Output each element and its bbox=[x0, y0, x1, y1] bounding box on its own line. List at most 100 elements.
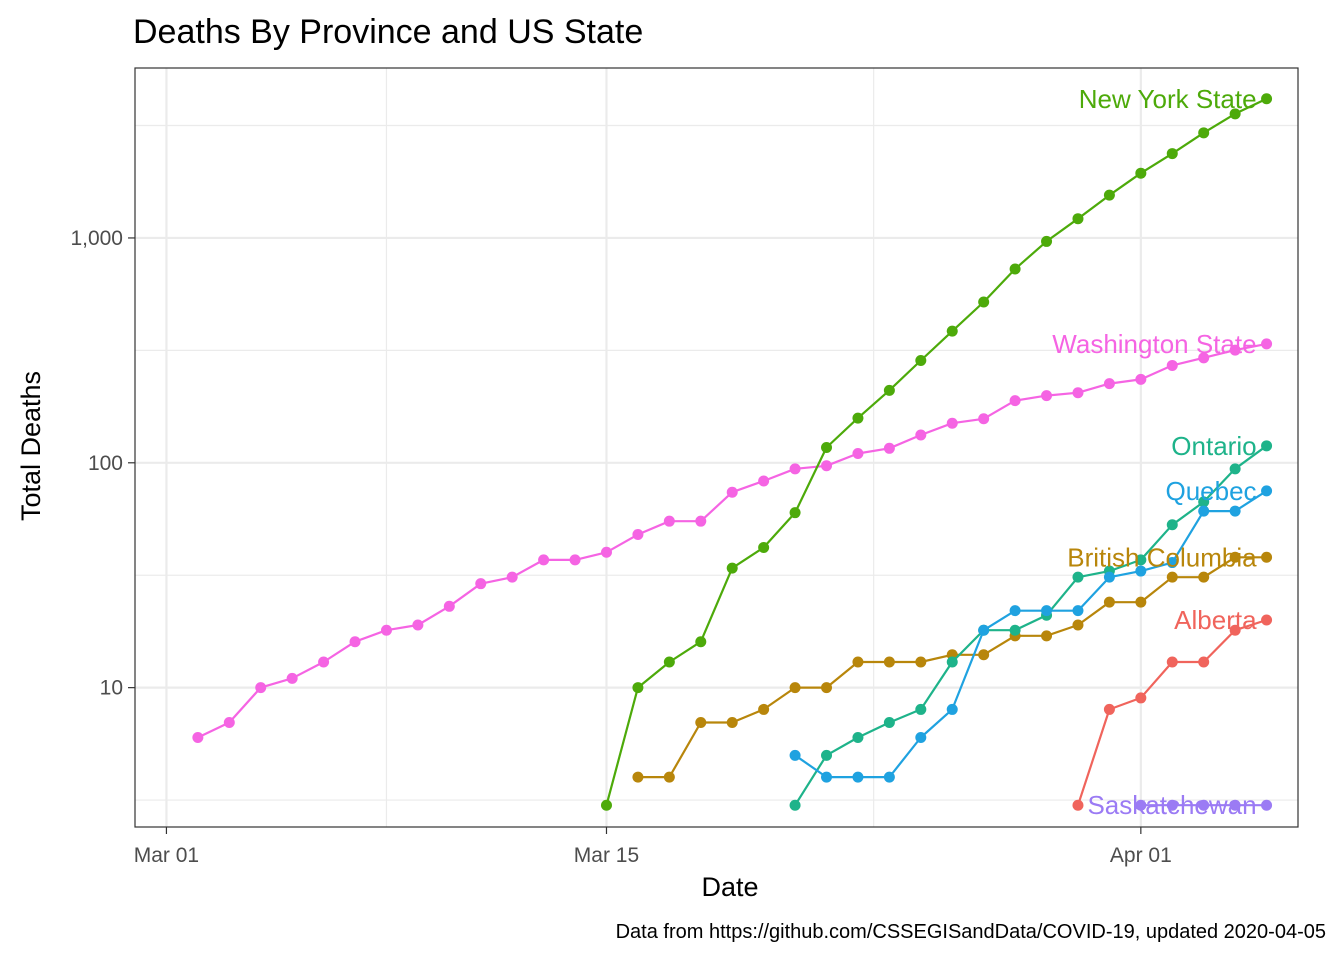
data-point bbox=[726, 486, 738, 498]
series-alberta bbox=[1072, 614, 1273, 811]
caption: Data from https://github.com/CSSEGISandD… bbox=[616, 921, 1326, 943]
data-point bbox=[318, 656, 330, 668]
data-point bbox=[255, 682, 267, 694]
data-point bbox=[412, 619, 424, 631]
data-point bbox=[1166, 557, 1178, 569]
data-point bbox=[1103, 571, 1115, 583]
data-point bbox=[1072, 213, 1084, 225]
data-point bbox=[1261, 338, 1273, 350]
series-line-washington-state bbox=[197, 342, 1267, 739]
data-point bbox=[1103, 596, 1115, 608]
x-tick-label: Mar 15 bbox=[574, 844, 639, 867]
series-label-new-york-state: New York State bbox=[1079, 84, 1257, 114]
y-tick-label: 1,000 bbox=[70, 227, 123, 250]
data-point bbox=[852, 732, 864, 744]
data-point bbox=[1135, 692, 1147, 704]
data-point bbox=[758, 542, 770, 554]
data-point bbox=[663, 515, 675, 527]
series-label-ontario: Ontario bbox=[1171, 431, 1256, 461]
data-point bbox=[1009, 263, 1021, 275]
data-point bbox=[1103, 703, 1115, 715]
data-point bbox=[1229, 463, 1241, 475]
series-label-quebec: Quebec bbox=[1165, 476, 1256, 506]
series-line-quebec bbox=[794, 489, 1268, 779]
data-point bbox=[1229, 551, 1241, 563]
data-point bbox=[1041, 390, 1053, 402]
data-point bbox=[821, 460, 833, 472]
data-point bbox=[946, 656, 958, 668]
data-point bbox=[758, 475, 770, 487]
data-point bbox=[1166, 519, 1178, 531]
data-point bbox=[978, 624, 990, 636]
data-point bbox=[852, 656, 864, 668]
data-point bbox=[443, 600, 455, 612]
data-point bbox=[1229, 624, 1241, 636]
data-point bbox=[1229, 344, 1241, 356]
series-label-alberta: Alberta bbox=[1174, 605, 1257, 635]
data-point bbox=[789, 749, 801, 761]
data-point bbox=[1103, 378, 1115, 390]
data-point bbox=[1135, 565, 1147, 577]
data-point bbox=[852, 447, 864, 459]
plot-panel bbox=[134, 67, 1299, 828]
data-point bbox=[349, 636, 361, 648]
data-point bbox=[1229, 505, 1241, 517]
series-washington-state bbox=[192, 338, 1273, 744]
data-point bbox=[1261, 551, 1273, 563]
data-point bbox=[1261, 485, 1273, 497]
data-point bbox=[1041, 235, 1053, 247]
data-point bbox=[726, 562, 738, 574]
data-point bbox=[1261, 440, 1273, 452]
data-point bbox=[695, 716, 707, 728]
series-labels: Washington State New York State British Co… bbox=[1052, 84, 1257, 820]
data-point bbox=[915, 732, 927, 744]
data-point bbox=[978, 649, 990, 661]
data-point bbox=[1009, 624, 1021, 636]
data-point bbox=[821, 682, 833, 694]
data-point bbox=[852, 771, 864, 783]
data-point bbox=[1198, 799, 1210, 811]
data-point bbox=[1198, 127, 1210, 139]
data-point bbox=[789, 507, 801, 519]
data-point bbox=[223, 716, 235, 728]
data-point bbox=[380, 624, 392, 636]
data-point bbox=[1229, 108, 1241, 120]
series-british-columbia bbox=[632, 551, 1273, 783]
data-point bbox=[1198, 571, 1210, 583]
data-point bbox=[883, 384, 895, 396]
data-point bbox=[663, 656, 675, 668]
data-point bbox=[1135, 373, 1147, 385]
data-point bbox=[726, 716, 738, 728]
data-point bbox=[789, 799, 801, 811]
data-point bbox=[946, 325, 958, 337]
series-new-york-state bbox=[600, 93, 1273, 811]
data-point bbox=[286, 672, 298, 684]
data-point bbox=[1229, 799, 1241, 811]
data-point bbox=[946, 703, 958, 715]
data-point bbox=[1261, 799, 1273, 811]
data-point bbox=[695, 515, 707, 527]
data-point bbox=[1103, 189, 1115, 201]
data-point bbox=[695, 636, 707, 648]
data-point bbox=[883, 771, 895, 783]
data-point bbox=[821, 749, 833, 761]
data-point bbox=[1166, 656, 1178, 668]
data-point bbox=[1072, 387, 1084, 399]
data-point bbox=[1041, 605, 1053, 617]
grid bbox=[135, 68, 1298, 827]
data-point bbox=[1198, 505, 1210, 517]
axes: Mar 01 Mar 15 Apr 01 10 100 1,000 bbox=[70, 227, 1171, 867]
data-point bbox=[758, 703, 770, 715]
data-point bbox=[883, 716, 895, 728]
y-tick-label: 100 bbox=[88, 452, 123, 475]
data-point bbox=[1072, 799, 1084, 811]
data-point bbox=[632, 682, 644, 694]
series-line-ontario bbox=[794, 444, 1268, 806]
data-point bbox=[1072, 605, 1084, 617]
data-point bbox=[663, 771, 675, 783]
data-point bbox=[915, 429, 927, 441]
y-tick-label: 10 bbox=[100, 677, 123, 700]
data-point bbox=[1166, 359, 1178, 371]
series-label-washington-state: Washington State bbox=[1052, 329, 1256, 359]
